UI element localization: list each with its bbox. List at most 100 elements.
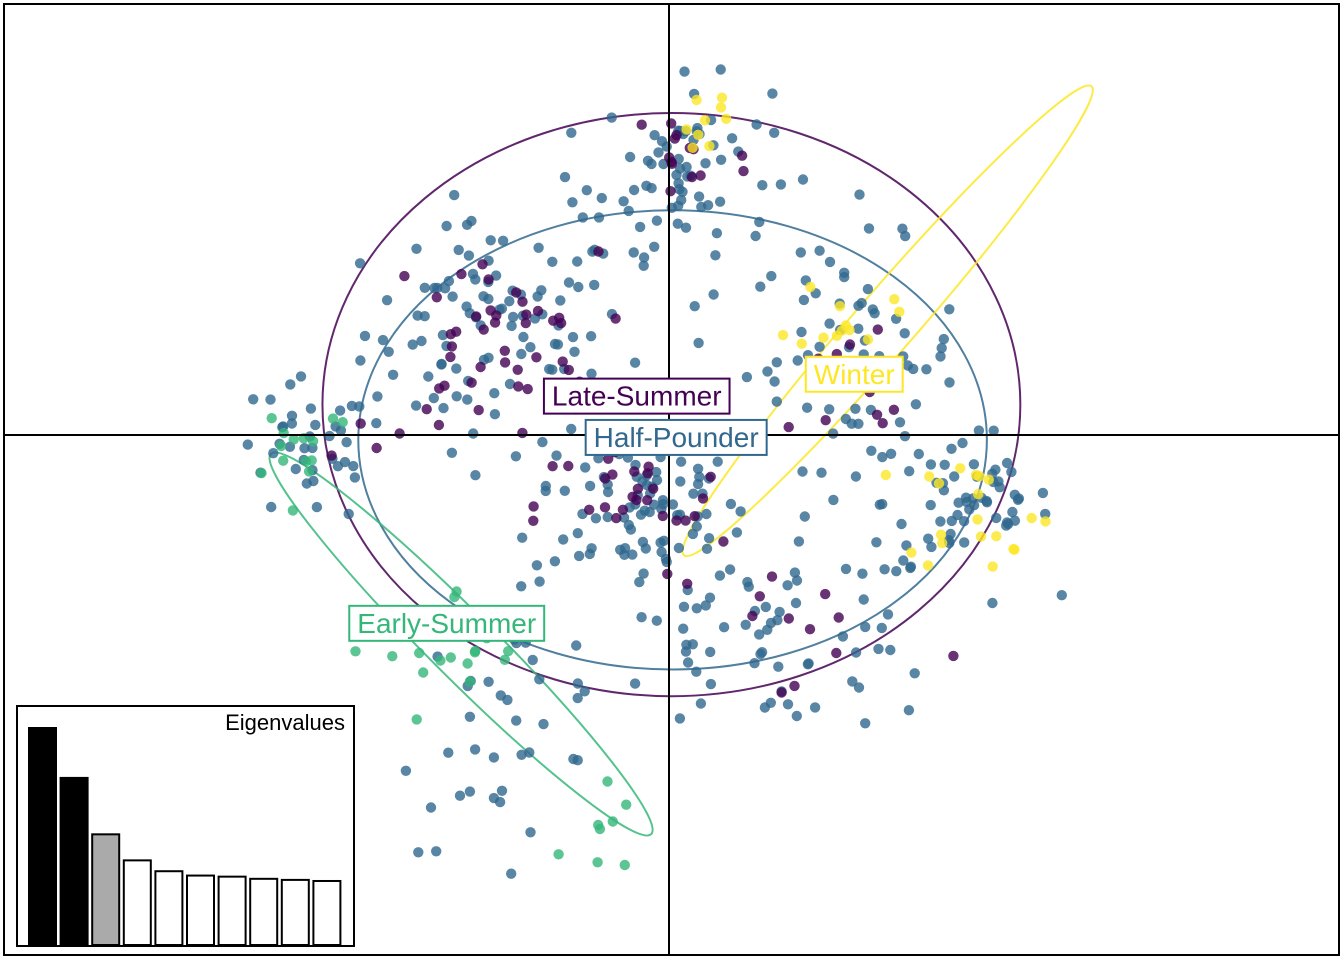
point-half-pounder: [559, 171, 571, 183]
point-half-pounder: [769, 376, 780, 387]
point-half-pounder: [410, 400, 422, 411]
point-early-summer: [288, 434, 299, 445]
point-half-pounder: [750, 230, 761, 242]
point-half-pounder: [857, 568, 868, 579]
point-half-pounder: [286, 418, 298, 429]
point-early-summer: [592, 857, 603, 868]
point-winter: [818, 332, 829, 343]
point-half-pounder: [339, 456, 351, 468]
point-half-pounder: [453, 244, 464, 256]
point-half-pounder: [755, 281, 766, 292]
point-half-pounder: [702, 200, 714, 211]
point-half-pounder: [558, 534, 569, 545]
point-half-pounder: [796, 326, 807, 338]
point-half-pounder: [960, 492, 972, 503]
point-half-pounder: [678, 601, 690, 612]
point-half-pounder: [715, 64, 726, 75]
point-half-pounder: [629, 678, 641, 689]
point-half-pounder: [714, 570, 726, 581]
point-half-pounder: [518, 331, 529, 343]
winter-label-text: Winter: [814, 359, 895, 390]
point-half-pounder: [769, 127, 780, 138]
point-late-summer: [783, 421, 794, 433]
point-half-pounder: [346, 400, 358, 412]
point-winter: [924, 471, 935, 482]
eigenvalue-bar-5: [154, 870, 184, 946]
point-winter: [834, 301, 846, 312]
point-half-pounder: [651, 475, 663, 486]
point-late-summer: [738, 165, 749, 177]
point-half-pounder: [913, 448, 924, 460]
point-half-pounder: [759, 702, 771, 713]
point-half-pounder: [988, 425, 999, 436]
point-half-pounder: [772, 615, 783, 626]
point-half-pounder: [749, 658, 760, 669]
point-half-pounder: [824, 404, 835, 415]
point-late-summer: [636, 119, 647, 130]
point-half-pounder: [416, 335, 427, 347]
point-half-pounder: [824, 256, 836, 268]
late-summer-label: Late-Summer: [542, 377, 731, 415]
point-half-pounder: [994, 482, 1005, 493]
point-winter: [844, 324, 855, 336]
point-late-summer: [475, 361, 486, 373]
point-half-pounder: [563, 277, 575, 288]
point-winter: [937, 537, 948, 549]
point-late-summer: [483, 274, 494, 285]
point-half-pounder: [871, 537, 882, 548]
point-half-pounder: [354, 401, 365, 412]
point-half-pounder: [828, 494, 839, 506]
point-half-pounder: [425, 802, 437, 813]
point-half-pounder: [850, 403, 861, 414]
point-half-pounder: [774, 606, 785, 618]
eigenvalue-bar-10: [312, 879, 342, 946]
point-late-summer: [747, 610, 758, 622]
point-half-pounder: [946, 515, 957, 527]
point-late-summer: [632, 483, 644, 494]
point-half-pounder: [700, 158, 711, 169]
point-half-pounder: [792, 355, 803, 366]
point-half-pounder: [1040, 508, 1051, 520]
point-late-summer: [718, 536, 729, 547]
point-half-pounder: [573, 550, 585, 562]
point-half-pounder: [809, 702, 821, 713]
point-half-pounder: [286, 410, 298, 421]
point-half-pounder: [705, 646, 716, 658]
point-half-pounder: [359, 330, 371, 342]
point-half-pounder: [606, 112, 617, 123]
point-early-summer: [278, 427, 289, 439]
point-late-summer: [521, 309, 532, 320]
point-half-pounder: [454, 790, 466, 801]
point-half-pounder: [756, 647, 768, 658]
point-half-pounder: [488, 792, 500, 804]
point-half-pounder: [343, 508, 354, 520]
point-late-summer: [431, 292, 442, 303]
point-half-pounder: [637, 536, 649, 548]
point-half-pounder: [624, 151, 636, 163]
point-half-pounder: [504, 296, 515, 307]
point-early-summer: [387, 651, 398, 662]
point-half-pounder: [938, 333, 949, 345]
point-half-pounder: [372, 391, 383, 402]
point-half-pounder: [1056, 590, 1068, 601]
eigenvalue-bar-3: [91, 833, 121, 947]
point-half-pounder: [673, 200, 684, 211]
point-half-pounder: [305, 403, 317, 414]
point-winter: [715, 102, 727, 113]
point-late-summer: [671, 130, 682, 141]
point-half-pounder: [766, 270, 777, 282]
eigenvalue-bars: [28, 727, 342, 947]
early-summer-label: Early-Summer: [348, 604, 546, 642]
point-late-summer: [831, 647, 842, 659]
point-half-pounder: [586, 368, 597, 379]
point-late-summer: [473, 404, 484, 416]
point-half-pounder: [571, 640, 582, 651]
point-late-summer: [466, 377, 477, 388]
point-half-pounder: [551, 450, 562, 461]
point-half-pounder: [1006, 466, 1017, 478]
point-half-pounder: [572, 692, 583, 704]
point-late-summer: [477, 259, 488, 270]
point-half-pounder: [324, 430, 335, 442]
point-winter: [699, 115, 711, 126]
point-half-pounder: [585, 331, 597, 342]
